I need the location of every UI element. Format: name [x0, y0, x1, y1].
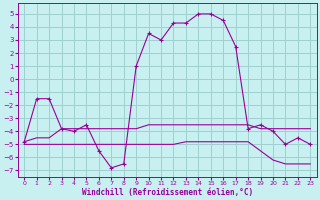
X-axis label: Windchill (Refroidissement éolien,°C): Windchill (Refroidissement éolien,°C): [82, 188, 253, 197]
